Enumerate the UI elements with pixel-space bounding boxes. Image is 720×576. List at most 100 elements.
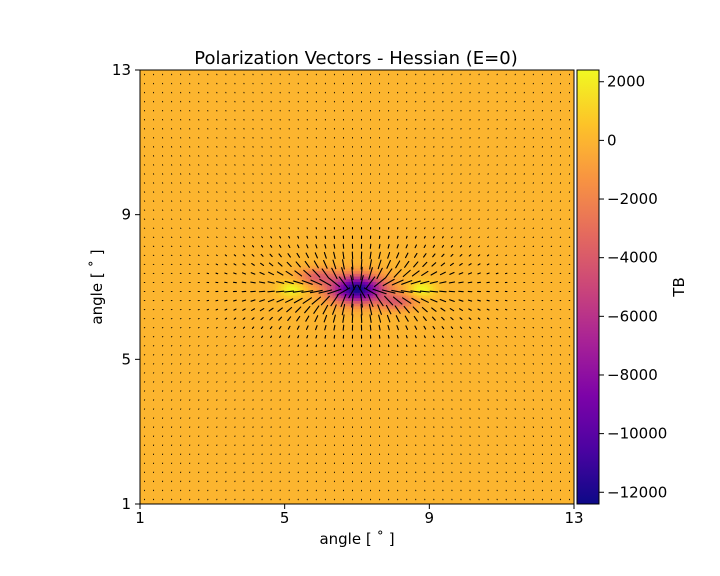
heatmap-cell xyxy=(348,308,352,312)
heatmap-cell xyxy=(338,308,342,312)
heatmap-cell xyxy=(381,281,385,285)
heatmap-cell xyxy=(389,311,393,315)
heatmap-cell xyxy=(297,284,301,288)
polarization-vector xyxy=(357,284,366,299)
polarization-vector xyxy=(332,314,336,323)
polarization-vector xyxy=(450,317,454,321)
heatmap-cell xyxy=(432,295,437,299)
polarization-vector xyxy=(414,244,417,249)
heatmap-cell xyxy=(270,284,274,288)
heatmap-cell xyxy=(362,292,366,296)
polarization-vector xyxy=(332,304,337,315)
heatmap-cell xyxy=(291,270,296,274)
heatmap-cell xyxy=(386,292,390,296)
polarization-vector xyxy=(297,235,300,239)
heatmap xyxy=(140,70,574,504)
heatmap-cell xyxy=(308,300,312,304)
polarization-vector xyxy=(365,276,376,289)
heatmap-cell xyxy=(370,314,374,318)
heatmap-cell xyxy=(294,273,298,277)
heatmap-cell xyxy=(365,268,369,272)
heatmap-cell xyxy=(327,268,331,272)
heatmap-cell xyxy=(373,305,377,310)
colorbar-label: TB xyxy=(670,277,688,297)
heatmap-cell xyxy=(332,311,336,315)
heatmap-cell xyxy=(343,314,347,318)
polarization-vector xyxy=(439,281,447,284)
heatmap-cell xyxy=(413,295,418,299)
heatmap-cell xyxy=(408,311,412,315)
polarization-vector xyxy=(411,270,420,277)
heatmap-cell xyxy=(327,308,331,312)
polarization-vector xyxy=(369,259,373,270)
heatmap-cell xyxy=(424,300,428,304)
heatmap-cell xyxy=(313,276,317,280)
heatmap-cell xyxy=(362,297,366,301)
heatmap-cell xyxy=(392,268,396,272)
polarization-vector xyxy=(460,236,462,239)
polarization-vector xyxy=(305,325,309,331)
heatmap-cell xyxy=(321,287,325,291)
heatmap-cell xyxy=(357,287,361,291)
polarization-vector xyxy=(478,245,480,248)
heatmap-cell xyxy=(370,270,374,274)
heatmap-cell xyxy=(357,276,361,280)
polarization-vector xyxy=(477,299,481,302)
polarization-vector xyxy=(216,335,218,338)
polarization-vector xyxy=(324,334,327,339)
polarization-vector xyxy=(269,326,273,330)
heatmap-cell xyxy=(324,270,328,274)
heatmap-cell xyxy=(403,311,407,315)
polarization-vector xyxy=(309,289,323,294)
heatmap-cell xyxy=(432,278,437,282)
heatmap-cell xyxy=(321,284,325,288)
heatmap-cell xyxy=(343,265,347,269)
heatmap-cell xyxy=(329,297,333,301)
heatmap-cell xyxy=(413,311,418,315)
heatmap-cell xyxy=(370,276,374,280)
heatmap-cell xyxy=(354,268,358,272)
heatmap-cell xyxy=(400,311,404,315)
heatmap-cell xyxy=(373,308,377,312)
heatmap-cell xyxy=(400,276,404,280)
heatmap-cell xyxy=(394,270,399,274)
heatmap-cell xyxy=(419,292,423,296)
heatmap-cell xyxy=(310,262,314,266)
heatmap-cell xyxy=(384,305,388,310)
heatmap-cell xyxy=(302,276,306,280)
heatmap-cell xyxy=(316,295,320,299)
heatmap-cell xyxy=(394,295,399,299)
heatmap-cell xyxy=(329,308,333,312)
heatmap-cell xyxy=(343,259,347,263)
heatmap-cell xyxy=(346,297,350,301)
heatmap-cell xyxy=(310,303,314,307)
heatmap-cell xyxy=(281,284,285,288)
heatmap-cell xyxy=(419,303,423,307)
polarization-vector xyxy=(270,335,273,338)
polarization-vector xyxy=(432,236,435,239)
heatmap-cell xyxy=(297,295,301,299)
heatmap-cell xyxy=(275,281,279,285)
plot-area xyxy=(139,69,575,505)
polarization-vector xyxy=(331,267,338,280)
colorbar-frame xyxy=(576,69,600,505)
polarization-vector xyxy=(293,297,303,304)
polarization-vector xyxy=(233,299,237,302)
heatmap-cell xyxy=(300,265,304,269)
heatmap-cell xyxy=(378,265,382,269)
heatmap-cell xyxy=(313,287,317,291)
heatmap-cell xyxy=(302,284,306,288)
heatmap-cell xyxy=(413,300,418,304)
heatmap-cell xyxy=(332,287,336,291)
heatmap-cell xyxy=(386,311,390,315)
colorbar-tick-label: 0 xyxy=(607,131,617,149)
heatmap-cell xyxy=(340,262,344,266)
heatmap-cell xyxy=(386,265,390,269)
heatmap-cell xyxy=(354,270,358,274)
heatmap-cell xyxy=(286,292,290,296)
heatmap-cell xyxy=(329,281,333,285)
heatmap-cell xyxy=(348,268,352,272)
heatmap-cell xyxy=(354,295,358,299)
heatmap-cell xyxy=(324,284,328,288)
heatmap-cell xyxy=(338,305,342,310)
